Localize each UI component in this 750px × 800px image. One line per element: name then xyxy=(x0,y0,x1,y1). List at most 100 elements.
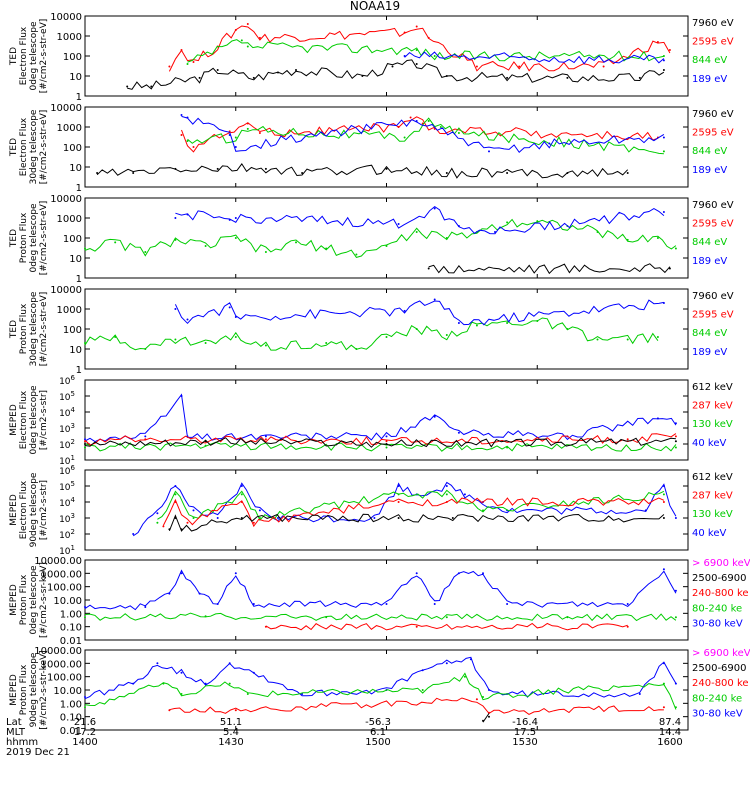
panel-0-series-0-point-4 xyxy=(252,76,255,79)
panel-5-series-0-point-12 xyxy=(463,493,466,496)
panel-0-ytick-label-0: 10000 xyxy=(50,12,82,23)
footer-time-2: 1500 xyxy=(365,737,391,748)
panel-4-legend-3: 40 keV xyxy=(692,438,726,449)
panel-0-series-1-point-11 xyxy=(518,65,521,68)
panel-2-series-1-point-2 xyxy=(228,218,231,221)
panel-3-series-1-point-5 xyxy=(433,298,436,301)
panel-1-series-3-point-3 xyxy=(234,146,237,148)
panel-0-series-0-point-11 xyxy=(506,76,509,79)
panel-7-series-0-point-10 xyxy=(445,662,448,665)
panel-4-ylabel-line-3: [#/cm2-s-str] xyxy=(39,390,49,450)
panel-6-series-0-point-15 xyxy=(662,568,665,571)
panel-5-series-3-point-5 xyxy=(451,517,454,519)
panel-3-series-0-point-18 xyxy=(656,336,659,338)
panel-7-series-3 xyxy=(482,713,490,723)
panel-1-series-3-point-7 xyxy=(662,136,665,139)
panel-1-legend-3: 189 eV xyxy=(692,165,727,176)
panel-1-series-2-point-5 xyxy=(439,126,442,128)
panel-0-series-0-point-1 xyxy=(150,85,153,88)
panel-3-series-0-point-7 xyxy=(325,342,328,344)
panel-5-series-2-point-5 xyxy=(397,501,400,503)
panel-7-series-1-point-1 xyxy=(162,682,165,685)
panel-4-series-0-point-4 xyxy=(264,435,267,438)
panel-6-series-0-point-7 xyxy=(252,603,255,605)
panel-7-series-0-point-4 xyxy=(204,682,207,685)
panel-5-series-0-point-6 xyxy=(258,509,261,512)
panel-0-ylabel-line-1: Electron Flux xyxy=(19,26,29,85)
panel-3-series-0-point-12 xyxy=(475,324,478,327)
panel-0-ylabel-line-3: [#/cm2-s-str-eV] xyxy=(39,19,49,94)
panel-2-series-2-point-1 xyxy=(668,267,671,270)
panel-4-series-2-point-3 xyxy=(385,440,388,443)
panel-7-ylabel-line-3: [#/cm2-s-str-keV] xyxy=(39,650,49,729)
panel-0-series-2-point-5 xyxy=(662,55,665,57)
plot-title: NOAA19 xyxy=(349,0,401,13)
panel-0-series-2-point-2 xyxy=(246,45,249,48)
panel-1-ylabel-line-2: 30deg telescope xyxy=(29,109,39,184)
panel-0-series-1-point-10 xyxy=(475,65,478,68)
panel-2-series-0-point-17 xyxy=(596,231,599,233)
panel-5-series-0 xyxy=(132,481,677,537)
panel-3-series-1 xyxy=(174,299,664,326)
panel-1-series-0-point-4 xyxy=(264,167,267,170)
panel-4-series-2-point-1 xyxy=(144,438,147,441)
panel-1-series-0-point-10 xyxy=(626,172,629,174)
footer-time-1: 1430 xyxy=(218,737,244,748)
footer-lat-0: 21.6 xyxy=(73,717,97,728)
panel-2-series-2 xyxy=(428,263,671,275)
panel-6-series-0-point-8 xyxy=(385,603,388,605)
panel-2-series-1 xyxy=(175,205,665,235)
panel-3-series-1-point-0 xyxy=(174,308,177,310)
panel-5-ylabel-line-2: 90deg telescope xyxy=(29,472,39,547)
panel-0-ytick-label-1: 1000 xyxy=(57,32,82,43)
panel-6-series-0-point-10 xyxy=(433,603,436,605)
panel-0-series-0-point-7 xyxy=(361,75,364,77)
panel-3-series-1-point-3 xyxy=(234,316,237,318)
panel-7-ytick-label-4: 1.00 xyxy=(60,699,82,710)
panel-1-series-2-point-6 xyxy=(457,132,460,134)
panel-6-series-2-point-0 xyxy=(264,625,267,628)
panel-4-legend-1: 287 keV xyxy=(692,401,733,412)
panel-3-legend-3: 189 eV xyxy=(692,347,727,358)
panel-5-series-0-point-4 xyxy=(216,517,219,519)
panel-5-series-1-point-3 xyxy=(240,493,243,496)
panel-2-legend-0: 7960 eV xyxy=(692,200,734,211)
panel-3-ytick-label-0: 10000 xyxy=(50,285,82,296)
panel-4-series-1-point-3 xyxy=(506,446,509,449)
panel-7-series-0-point-12 xyxy=(488,689,490,691)
panel-3-ylabel-line-3: [#/cm2-s-str-eV] xyxy=(39,292,49,367)
panel-5-series-3-point-1 xyxy=(174,517,177,519)
panel-5-series-2-point-7 xyxy=(662,501,665,503)
panel-5-series-1-point-5 xyxy=(397,493,400,496)
panel-3-series-0-point-1 xyxy=(114,336,117,338)
panel-3-series-1-point-2 xyxy=(228,306,231,309)
panel-7-series-1-point-8 xyxy=(662,682,665,685)
panel-6-frame xyxy=(84,559,689,641)
panel-2-series-0-point-0 xyxy=(84,247,86,250)
panel-2-series-2-point-0 xyxy=(427,267,430,270)
panel-7-series-2-point-2 xyxy=(475,698,478,701)
panel-4-series-2-point-5 xyxy=(674,435,677,438)
panel-3-series-0-point-8 xyxy=(355,348,358,350)
panel-1-series-1-point-1 xyxy=(192,146,195,148)
panel-2-series-0-point-20 xyxy=(674,247,677,250)
panel-1-ylabel-line-3: [#/cm2-s-str-eV] xyxy=(39,110,49,185)
panel-3-series-0 xyxy=(84,317,659,351)
panel-5-series-0-point-16 xyxy=(662,485,665,487)
panel-7-legend-2: 240-800 ke xyxy=(692,678,749,689)
panel-2-ylabel-line-2: 0deg telescope xyxy=(29,203,39,273)
panel-2-legend-2: 844 eV xyxy=(692,237,727,248)
footer-date: 2019 Dec 21 xyxy=(6,747,70,758)
panel-0-series-1-point-12 xyxy=(602,65,605,68)
panel-0-series-0 xyxy=(127,59,665,90)
footer-row-label-mlt: MLT xyxy=(6,727,25,738)
panel-2-series-0-point-7 xyxy=(295,241,297,244)
panel-7-ylabel-line-2: 90deg telescope xyxy=(29,652,39,727)
panel-2-ylabel-line-0: TED xyxy=(9,229,19,248)
panel-0-legend-0: 7960 eV xyxy=(692,18,734,29)
panel-0-series-1-point-5 xyxy=(246,23,249,25)
panel-0-series-2-point-1 xyxy=(240,39,243,42)
panel-1-series-0-point-8 xyxy=(506,172,509,174)
panel-7-legend-1: 2500-6900 xyxy=(692,663,747,674)
panel-3-series-0-point-13 xyxy=(506,322,509,324)
